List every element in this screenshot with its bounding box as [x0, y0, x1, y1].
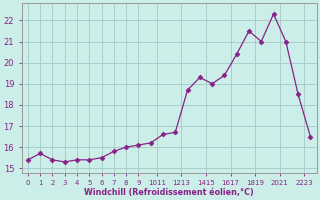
X-axis label: Windchill (Refroidissement éolien,°C): Windchill (Refroidissement éolien,°C)	[84, 188, 254, 197]
